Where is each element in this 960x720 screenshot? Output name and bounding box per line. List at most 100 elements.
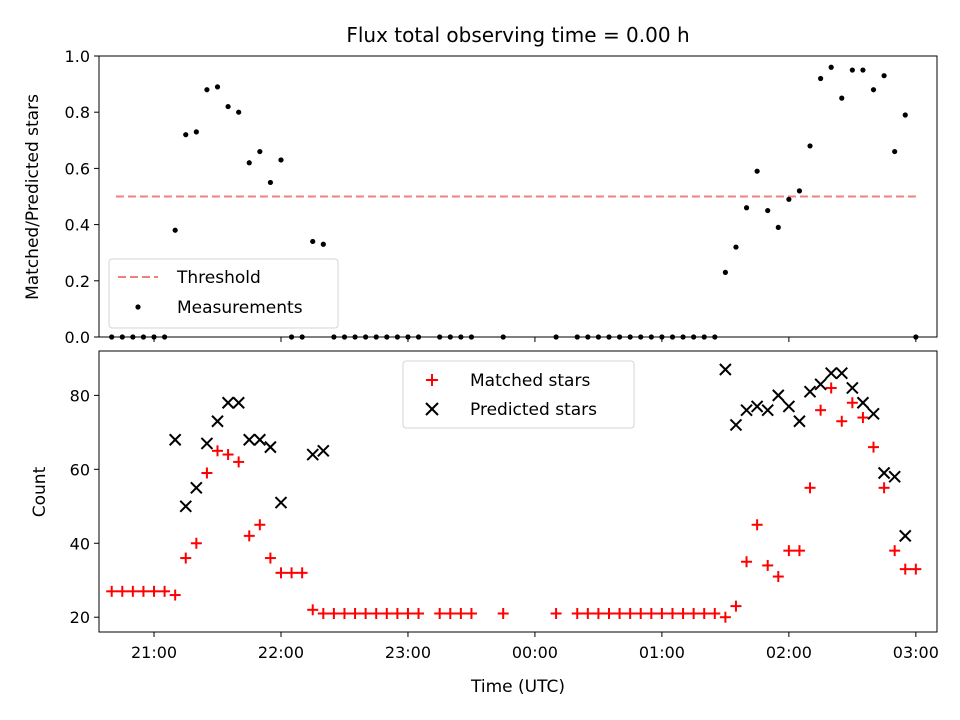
matched-star-point bbox=[338, 608, 350, 620]
matched-star-point bbox=[878, 482, 890, 494]
measurement-points bbox=[109, 64, 919, 340]
predicted-star-point bbox=[867, 407, 880, 421]
x-tick-label: 00:00 bbox=[512, 643, 558, 662]
measurement-point bbox=[754, 168, 760, 174]
legend-measurements-swatch bbox=[135, 304, 141, 310]
predicted-star-point bbox=[232, 396, 245, 409]
matched-star-point bbox=[137, 585, 149, 597]
matched-star-point bbox=[666, 608, 678, 620]
legend-measurements-label: Measurements bbox=[177, 298, 303, 318]
legend-predicted-swatch bbox=[425, 402, 439, 416]
legend-matched-swatch bbox=[426, 374, 438, 386]
bottom-y-tick-label: 40 bbox=[70, 534, 90, 553]
measurement-point bbox=[786, 196, 792, 202]
top-y-tick-label: 0.0 bbox=[65, 328, 90, 347]
matched-star-point bbox=[846, 397, 858, 409]
matched-star-point bbox=[360, 608, 372, 620]
measurement-point bbox=[765, 207, 771, 214]
matched-star-point bbox=[677, 608, 689, 620]
measurement-point bbox=[881, 73, 887, 79]
matched-star-point bbox=[169, 589, 181, 601]
x-tick-label: 01:00 bbox=[639, 643, 685, 662]
measurement-point bbox=[733, 244, 739, 250]
measurement-point bbox=[828, 64, 834, 70]
measurement-point bbox=[860, 67, 866, 73]
matched-star-point bbox=[582, 608, 594, 620]
x-tick-label: 21:00 bbox=[131, 643, 177, 662]
measurement-point bbox=[849, 67, 855, 73]
bottom-y-tick-label: 60 bbox=[70, 460, 90, 479]
predicted-star-point bbox=[264, 440, 277, 454]
matched-star-point bbox=[624, 608, 636, 620]
legend-threshold-label: Threshold bbox=[176, 268, 261, 288]
matched-star-point bbox=[349, 608, 361, 620]
matched-star-point bbox=[127, 585, 139, 597]
predicted-star-point bbox=[782, 400, 796, 413]
measurement-point bbox=[246, 160, 252, 166]
predicted-star-point bbox=[317, 444, 330, 458]
matched-star-point bbox=[836, 415, 848, 427]
top-y-tick-label: 0.8 bbox=[65, 103, 90, 122]
matched-star-point bbox=[148, 585, 160, 597]
matched-star-point bbox=[825, 382, 837, 394]
matched-star-point bbox=[201, 467, 213, 479]
matched-star-point bbox=[434, 608, 446, 620]
predicted-star-point bbox=[306, 448, 319, 461]
matched-star-point bbox=[212, 445, 224, 457]
matched-star-point bbox=[868, 441, 880, 453]
matched-star-point bbox=[116, 585, 128, 597]
measurement-point bbox=[278, 157, 284, 163]
legend-predicted-label: Predicted stars bbox=[470, 400, 597, 420]
predicted-star-point bbox=[253, 433, 267, 446]
matched-star-point bbox=[465, 608, 477, 620]
matched-star-point bbox=[254, 519, 266, 531]
predicted-stars-points bbox=[168, 363, 912, 543]
measurement-point bbox=[310, 238, 316, 245]
bottom-y-tick-label: 80 bbox=[70, 386, 90, 405]
measurement-point bbox=[257, 148, 263, 155]
measurement-point bbox=[320, 241, 326, 247]
bottom-y-ticks: 20 40 60 80 bbox=[70, 386, 99, 627]
matched-star-point bbox=[857, 412, 869, 424]
measurement-point bbox=[818, 75, 824, 82]
predicted-star-point bbox=[899, 529, 912, 543]
matched-star-point bbox=[381, 608, 393, 620]
x-tick-label: 23:00 bbox=[385, 643, 431, 662]
matched-star-point bbox=[899, 563, 911, 575]
matched-star-point bbox=[783, 545, 795, 557]
x-axis-label: Time (UTC) bbox=[470, 677, 565, 697]
measurement-point bbox=[870, 87, 877, 93]
bottom-y-tick-label: 20 bbox=[70, 608, 90, 627]
matched-star-point bbox=[180, 552, 192, 564]
matched-star-point bbox=[233, 456, 245, 468]
chart-title: Flux total observing time = 0.00 h bbox=[346, 23, 689, 47]
matched-star-point bbox=[741, 556, 753, 568]
predicted-star-point bbox=[814, 378, 827, 391]
predicted-star-point bbox=[888, 470, 901, 483]
measurement-point bbox=[225, 103, 231, 110]
matched-star-point bbox=[402, 608, 414, 620]
measurement-point bbox=[902, 112, 908, 118]
matched-star-point bbox=[550, 608, 562, 620]
predicted-star-point bbox=[761, 403, 774, 417]
matched-star-point bbox=[635, 608, 647, 620]
x-tick-label: 02:00 bbox=[766, 643, 812, 662]
top-legend: Threshold Measurements bbox=[108, 258, 339, 329]
measurement-point bbox=[236, 109, 242, 115]
x-tick-label: 03:00 bbox=[893, 643, 939, 662]
predicted-star-point bbox=[846, 381, 859, 395]
top-panel: 0.0 0.2 0.4 0.6 0.8 1.0 Matched/Predicted sta… bbox=[23, 47, 938, 347]
matched-star-point bbox=[645, 608, 657, 620]
measurement-point bbox=[743, 205, 750, 211]
matched-star-point bbox=[286, 567, 298, 579]
bottom-axes-frame bbox=[98, 350, 938, 633]
predicted-star-point bbox=[168, 433, 182, 446]
matched-stars-points bbox=[106, 382, 922, 623]
matched-star-point bbox=[370, 608, 382, 620]
matched-star-point bbox=[698, 608, 710, 620]
measurement-point bbox=[172, 227, 178, 233]
matched-star-point bbox=[614, 608, 626, 620]
measurement-point bbox=[892, 148, 898, 155]
predicted-star-point bbox=[274, 496, 288, 509]
